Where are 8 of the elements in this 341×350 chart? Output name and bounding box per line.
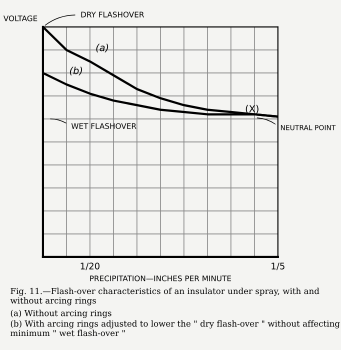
series-label: (b) (70, 66, 82, 76)
series-label: (a) (96, 44, 108, 52)
x-tick-label: 1/5 (272, 262, 284, 270)
caption: Fig. 11.—Flash-over characteristics of an insulator under spray, with and without arcing rings (10, 288, 320, 306)
annotation: (X) (246, 104, 258, 114)
x-tick-label: 1/20 (80, 262, 100, 270)
text: (a) Without arcing rings (10, 310, 112, 318)
text: (b) With arcing rings adjusted to lower the " dry flash-over " without affecting minimum " wet flash-over " (10, 320, 340, 336)
